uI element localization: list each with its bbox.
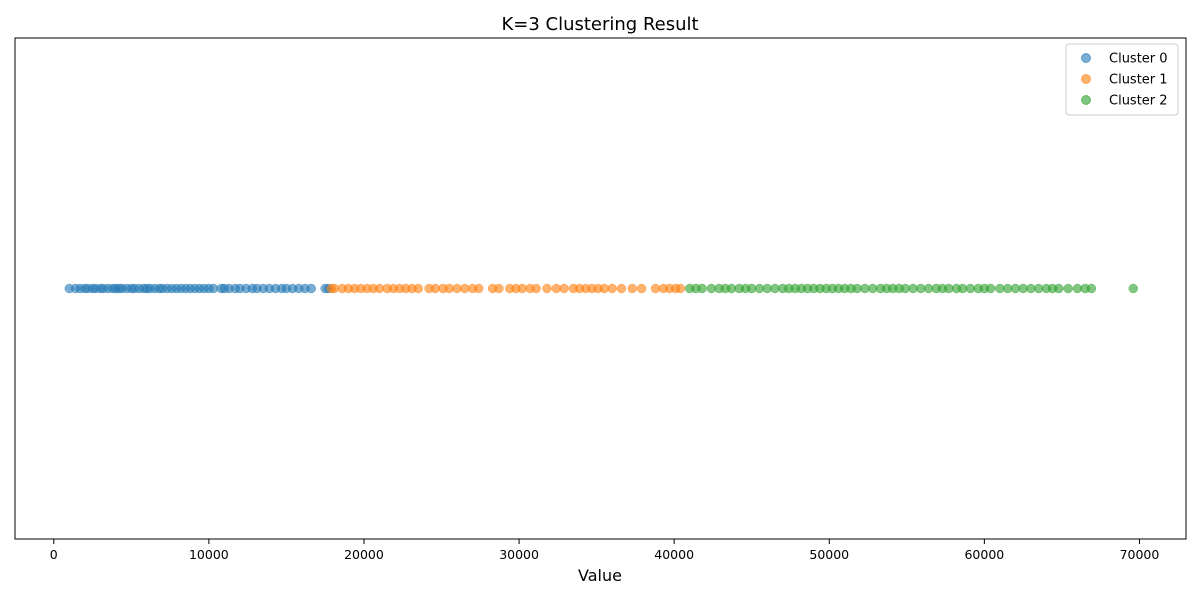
legend-marker-0 — [1081, 53, 1091, 63]
x-tick-label-4: 40000 — [654, 547, 694, 562]
chart-title: K=3 Clustering Result — [501, 14, 698, 35]
data-point-cluster-1-41 — [627, 283, 638, 294]
x-tick-label-2: 20000 — [344, 547, 384, 562]
legend-marker-2 — [1081, 95, 1091, 105]
data-point-cluster-1-47 — [675, 283, 686, 294]
data-point-cluster-1-39 — [607, 283, 617, 294]
data-point-cluster-2-44 — [985, 283, 996, 294]
x-tick-label-5: 50000 — [809, 547, 849, 562]
plot-frame — [14, 37, 1187, 540]
legend-marker-1 — [1081, 74, 1091, 84]
x-axis: 0 10000 20000 30000 40000 50000 60000 70000 — [50, 539, 1160, 562]
data-point-cluster-2-53 — [1054, 283, 1064, 294]
data-point-cluster-1-24 — [494, 283, 504, 294]
legend-frame — [1065, 43, 1179, 116]
x-tick-label-0: 0 — [50, 547, 58, 562]
data-point-cluster-1-42 — [636, 283, 647, 294]
data-point-cluster-0-51 — [306, 283, 316, 294]
data-point-cluster-2-2 — [697, 283, 707, 294]
data-point-cluster-1-14 — [413, 283, 424, 294]
data-point-cluster-1-29 — [531, 283, 541, 294]
data-point-cluster-1-32 — [559, 283, 569, 294]
data-point-cluster-1-40 — [616, 283, 627, 294]
x-tick-label-3: 30000 — [499, 547, 539, 562]
data-point-cluster-1-30 — [542, 283, 552, 294]
x-tick-label-7: 70000 — [1120, 547, 1160, 562]
legend-label-2: Cluster 2 — [1109, 94, 1168, 109]
x-axis-label: Value — [578, 566, 622, 585]
legend-label-0: Cluster 0 — [1109, 52, 1168, 67]
x-tick-label-6: 60000 — [964, 547, 1004, 562]
data-point-cluster-2-57 — [1086, 283, 1097, 294]
data-point-cluster-2-54 — [1063, 283, 1073, 294]
data-point-cluster-2-58 — [1128, 283, 1139, 294]
legend-label-1: Cluster 1 — [1109, 73, 1168, 88]
legend: Cluster 0 Cluster 1 Cluster 2 — [1065, 43, 1179, 116]
x-tick-label-1: 10000 — [189, 547, 229, 562]
data-point-cluster-1-22 — [474, 283, 484, 294]
points-layer — [64, 283, 1139, 294]
